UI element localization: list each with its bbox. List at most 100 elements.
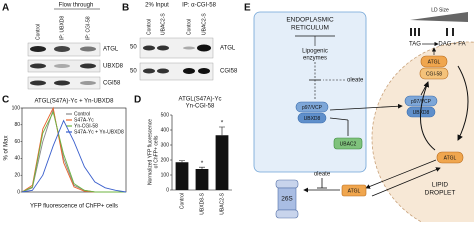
- column-label: Control: [35, 24, 41, 40]
- bar: [175, 162, 189, 190]
- band: [54, 80, 70, 86]
- chart-title: ATGL(S47A)-Yc: [179, 97, 222, 103]
- protein: [436, 151, 464, 164]
- lipid-icon: [414, 28, 416, 36]
- protein-label: UBAC2: [340, 141, 357, 147]
- protein: [420, 55, 448, 68]
- row-label: UBXD8: [103, 64, 124, 70]
- label: DAG + FA: [438, 42, 465, 48]
- x-tick-label: Control: [179, 193, 185, 209]
- row-label: CGI58: [220, 69, 238, 75]
- marker: 50: [130, 69, 137, 75]
- lipid-icon: [452, 28, 454, 36]
- row-label: ATGL: [103, 47, 119, 53]
- label: enzymes: [303, 56, 327, 62]
- y-axis-label: % of Max: [4, 135, 10, 160]
- arrow: [329, 103, 403, 111]
- band: [183, 46, 195, 50]
- ld-title: DROPLET: [425, 190, 456, 197]
- protein: [341, 184, 367, 197]
- row-label: ATGL: [220, 46, 236, 52]
- label: 26S: [281, 196, 293, 203]
- panel-label: E: [244, 3, 251, 14]
- y-tick-label: 100: [161, 172, 170, 178]
- protein: [333, 137, 363, 150]
- series-line: [21, 119, 127, 193]
- label: LD Size: [431, 7, 449, 13]
- y-tick-label: 60: [14, 139, 20, 145]
- legend-label: Yn-CGI-58: [74, 123, 98, 129]
- proteasome: [275, 179, 299, 189]
- column-label: UBAC2-S: [201, 13, 207, 35]
- lipid-icon: [410, 28, 412, 36]
- er-region: [253, 11, 367, 173]
- ld-title: LIPID: [432, 182, 449, 189]
- protein-label: p97/VCP: [302, 105, 323, 111]
- band: [30, 46, 46, 52]
- band: [30, 80, 46, 86]
- protein: [419, 67, 449, 80]
- label: TAG: [409, 42, 421, 48]
- significance-label: *: [221, 120, 224, 127]
- proteasome: [275, 209, 299, 219]
- band: [80, 46, 96, 52]
- band: [80, 81, 96, 85]
- panel-a: A Flow through Control IP: UBXD8 IP: CGI…: [2, 3, 124, 90]
- band: [197, 44, 211, 52]
- column-label: Control: [146, 19, 152, 35]
- band: [157, 68, 169, 74]
- blot: [139, 62, 214, 81]
- y-tick-label: 0: [17, 189, 20, 195]
- error-bar: [179, 160, 185, 163]
- bar: [215, 135, 229, 190]
- band: [198, 68, 210, 74]
- row-label: CGI58: [103, 81, 121, 87]
- protein-label: ATGL: [444, 155, 457, 161]
- column-label: IP: UBXD8: [59, 16, 65, 40]
- band: [54, 46, 70, 52]
- x-tick-label: UBXD8-S: [199, 192, 205, 214]
- er-title: ENDOPLASMIC: [286, 17, 334, 24]
- band: [183, 68, 195, 74]
- y-tick-label: 300: [161, 142, 170, 148]
- band: [80, 63, 96, 69]
- legend-label: S47A-Yc + Yn-UBXD8: [74, 129, 124, 135]
- header: IP: α-CGI-58: [182, 3, 216, 9]
- marker: 50: [130, 45, 137, 51]
- y-tick-label: 80: [14, 122, 20, 128]
- column-label: UBAC2-S: [160, 13, 166, 35]
- label: oleate: [347, 78, 364, 84]
- band: [143, 45, 155, 51]
- panel-b: B 2% Input IP: α-CGI-58 Control UBAC2-S …: [122, 3, 238, 81]
- bar: [195, 169, 209, 190]
- blot: [139, 37, 214, 59]
- cycle-arrow: [457, 65, 469, 141]
- legend-label: Control: [74, 111, 90, 117]
- y-tick-label: 20: [14, 173, 20, 179]
- lipid-icon: [446, 28, 448, 36]
- band: [157, 45, 169, 51]
- panel-label: D: [134, 95, 141, 106]
- column-label: IP: CGI-58: [85, 16, 91, 40]
- protein-label: UBXD8: [304, 116, 321, 122]
- chart-title: ATGL(S47A)-Yc + Yn-UBXD8: [35, 99, 115, 105]
- band: [143, 68, 155, 74]
- y-tick-label: 40: [14, 156, 20, 162]
- error-bar: [219, 126, 225, 136]
- ld-size-wedge: [410, 12, 468, 22]
- panel-label: B: [122, 3, 129, 14]
- figure: A Flow through Control IP: UBXD8 IP: CGI…: [2, 3, 474, 222]
- er-title: RETICULUM: [291, 25, 329, 32]
- band: [54, 64, 70, 68]
- significance-label: *: [201, 160, 204, 167]
- arrow: [371, 167, 441, 197]
- protein-label: CGI-58: [426, 71, 442, 77]
- inhibition-bar: [329, 117, 349, 121]
- y-axis-label: Normalized YFP fluorescence: [147, 119, 153, 185]
- legend-label: S47A-Yc: [74, 117, 94, 123]
- protein-label: ATGL: [428, 59, 441, 65]
- y-tick-label: 100: [12, 105, 21, 111]
- panel-e: E ENDOPLASMIC RETICULUM Lipogenic enzyme…: [244, 3, 474, 222]
- header: Flow through: [59, 3, 94, 9]
- protein-label: p97/VCP: [411, 99, 432, 105]
